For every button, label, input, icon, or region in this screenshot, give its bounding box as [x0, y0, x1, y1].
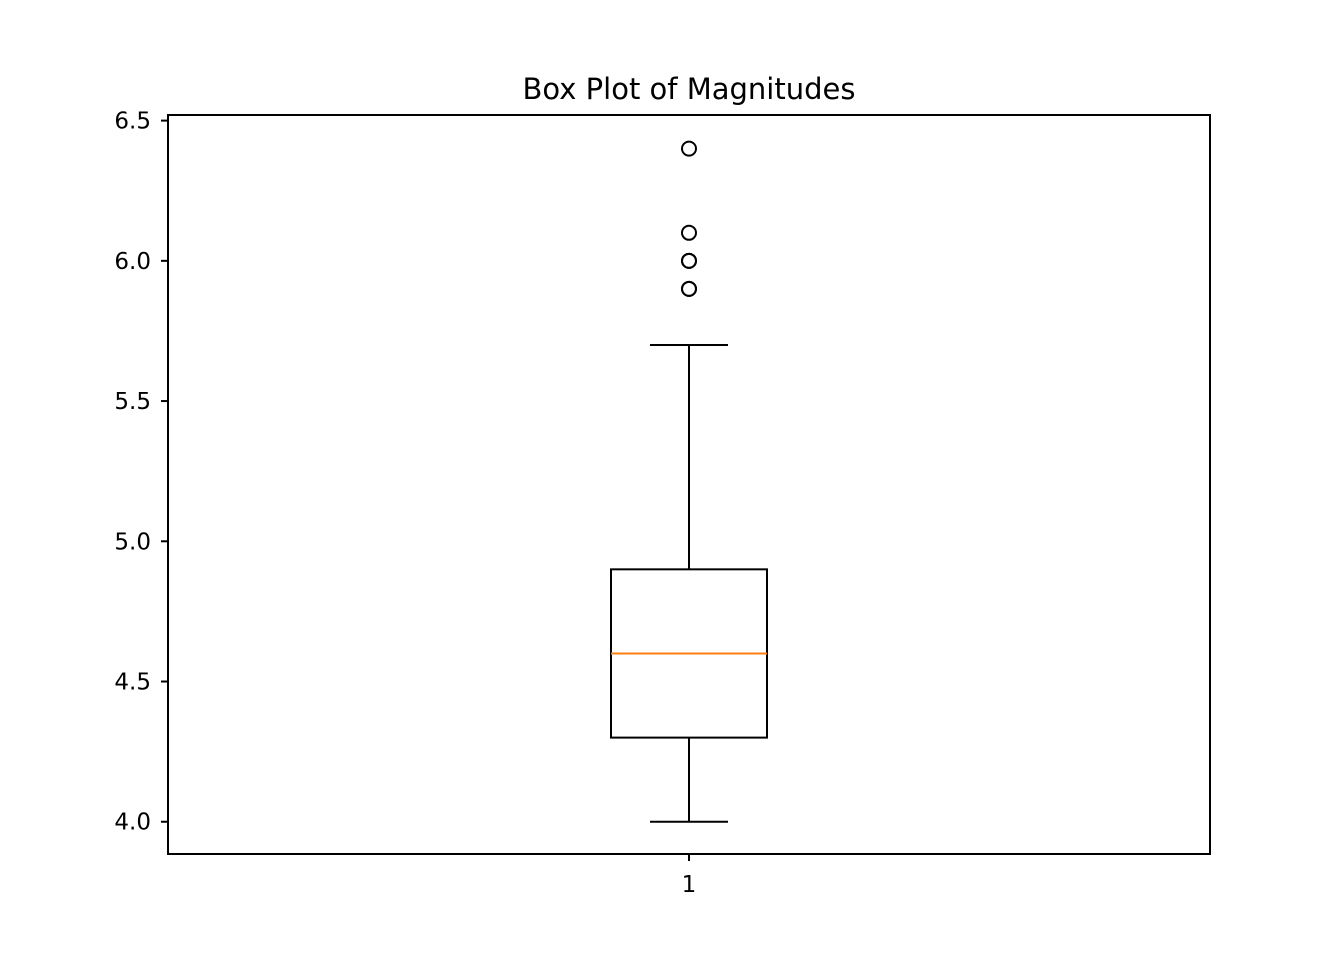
outlier-point [681, 140, 697, 157]
box-layer [610, 140, 768, 823]
y-tick-label: 5.5 [114, 389, 151, 415]
outlier-point [681, 224, 697, 241]
y-axis: 4.0 4.5 5.0 5.5 6.0 6.5 [114, 109, 168, 836]
x-axis: 1 [682, 854, 697, 898]
y-tick-label: 4.0 [114, 810, 151, 836]
y-tick-label: 5.0 [114, 529, 151, 555]
y-tick-label: 4.5 [114, 670, 151, 696]
chart-title: Box Plot of Magnitudes [523, 72, 856, 106]
box-group [610, 140, 768, 823]
outlier-point [681, 252, 697, 269]
outlier-point [681, 280, 697, 297]
y-tick-label: 6.5 [114, 109, 151, 135]
x-tick-label: 1 [682, 872, 697, 898]
y-tick-label: 6.0 [114, 249, 151, 275]
